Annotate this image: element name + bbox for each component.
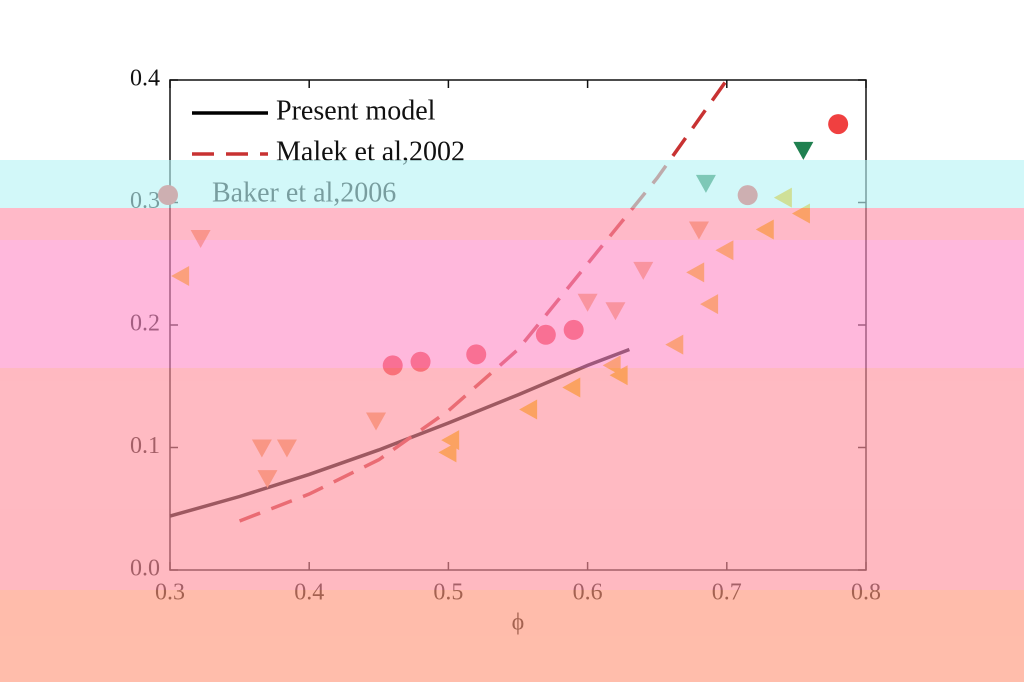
marker-triangle-down <box>793 141 814 160</box>
overlay-bands <box>0 160 1024 682</box>
legend-label: Present model <box>276 95 436 126</box>
marker-circle <box>828 114 849 135</box>
y-tick-label: 0.4 <box>130 66 160 92</box>
